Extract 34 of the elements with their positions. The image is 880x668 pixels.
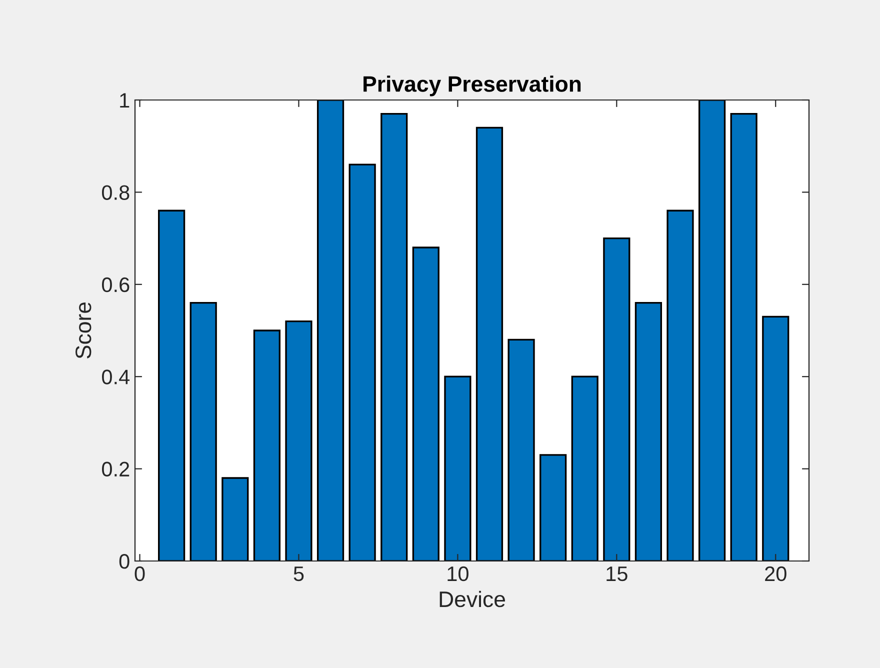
bar — [285, 320, 312, 561]
y-tick-label: 1 — [120, 93, 130, 108]
bar — [666, 210, 694, 561]
chart-title: Privacy Preservation — [364, 76, 581, 96]
bar — [190, 302, 217, 561]
y-tick-label: 0 — [119, 554, 130, 569]
y-axis-title: Score — [75, 302, 92, 359]
y-tick-label: 0.2 — [102, 462, 130, 477]
bar — [476, 126, 504, 561]
x-tick-label: 10 — [448, 566, 468, 582]
bar — [444, 376, 472, 561]
bar — [222, 477, 249, 561]
bar — [380, 112, 408, 561]
bar — [316, 100, 344, 561]
bar — [253, 330, 280, 561]
bar — [634, 302, 662, 561]
x-axis-title: Device — [440, 590, 505, 608]
bar — [348, 164, 376, 561]
x-tick-label: 0 — [134, 566, 145, 582]
bar — [762, 316, 790, 561]
x-tick-label: 5 — [294, 566, 304, 582]
y-tick-label: 0.6 — [102, 277, 130, 292]
y-tick-label: 0.8 — [102, 185, 130, 200]
x-tick-label: 20 — [765, 566, 786, 582]
bar — [412, 246, 440, 561]
bar — [730, 112, 758, 561]
bar — [508, 338, 535, 561]
y-tick-label: 0.4 — [102, 370, 130, 384]
x-tick-label: 15 — [606, 566, 628, 582]
bar — [603, 237, 630, 561]
bar — [571, 376, 598, 561]
bar — [540, 454, 567, 561]
bar — [698, 100, 726, 561]
bar — [158, 210, 186, 561]
